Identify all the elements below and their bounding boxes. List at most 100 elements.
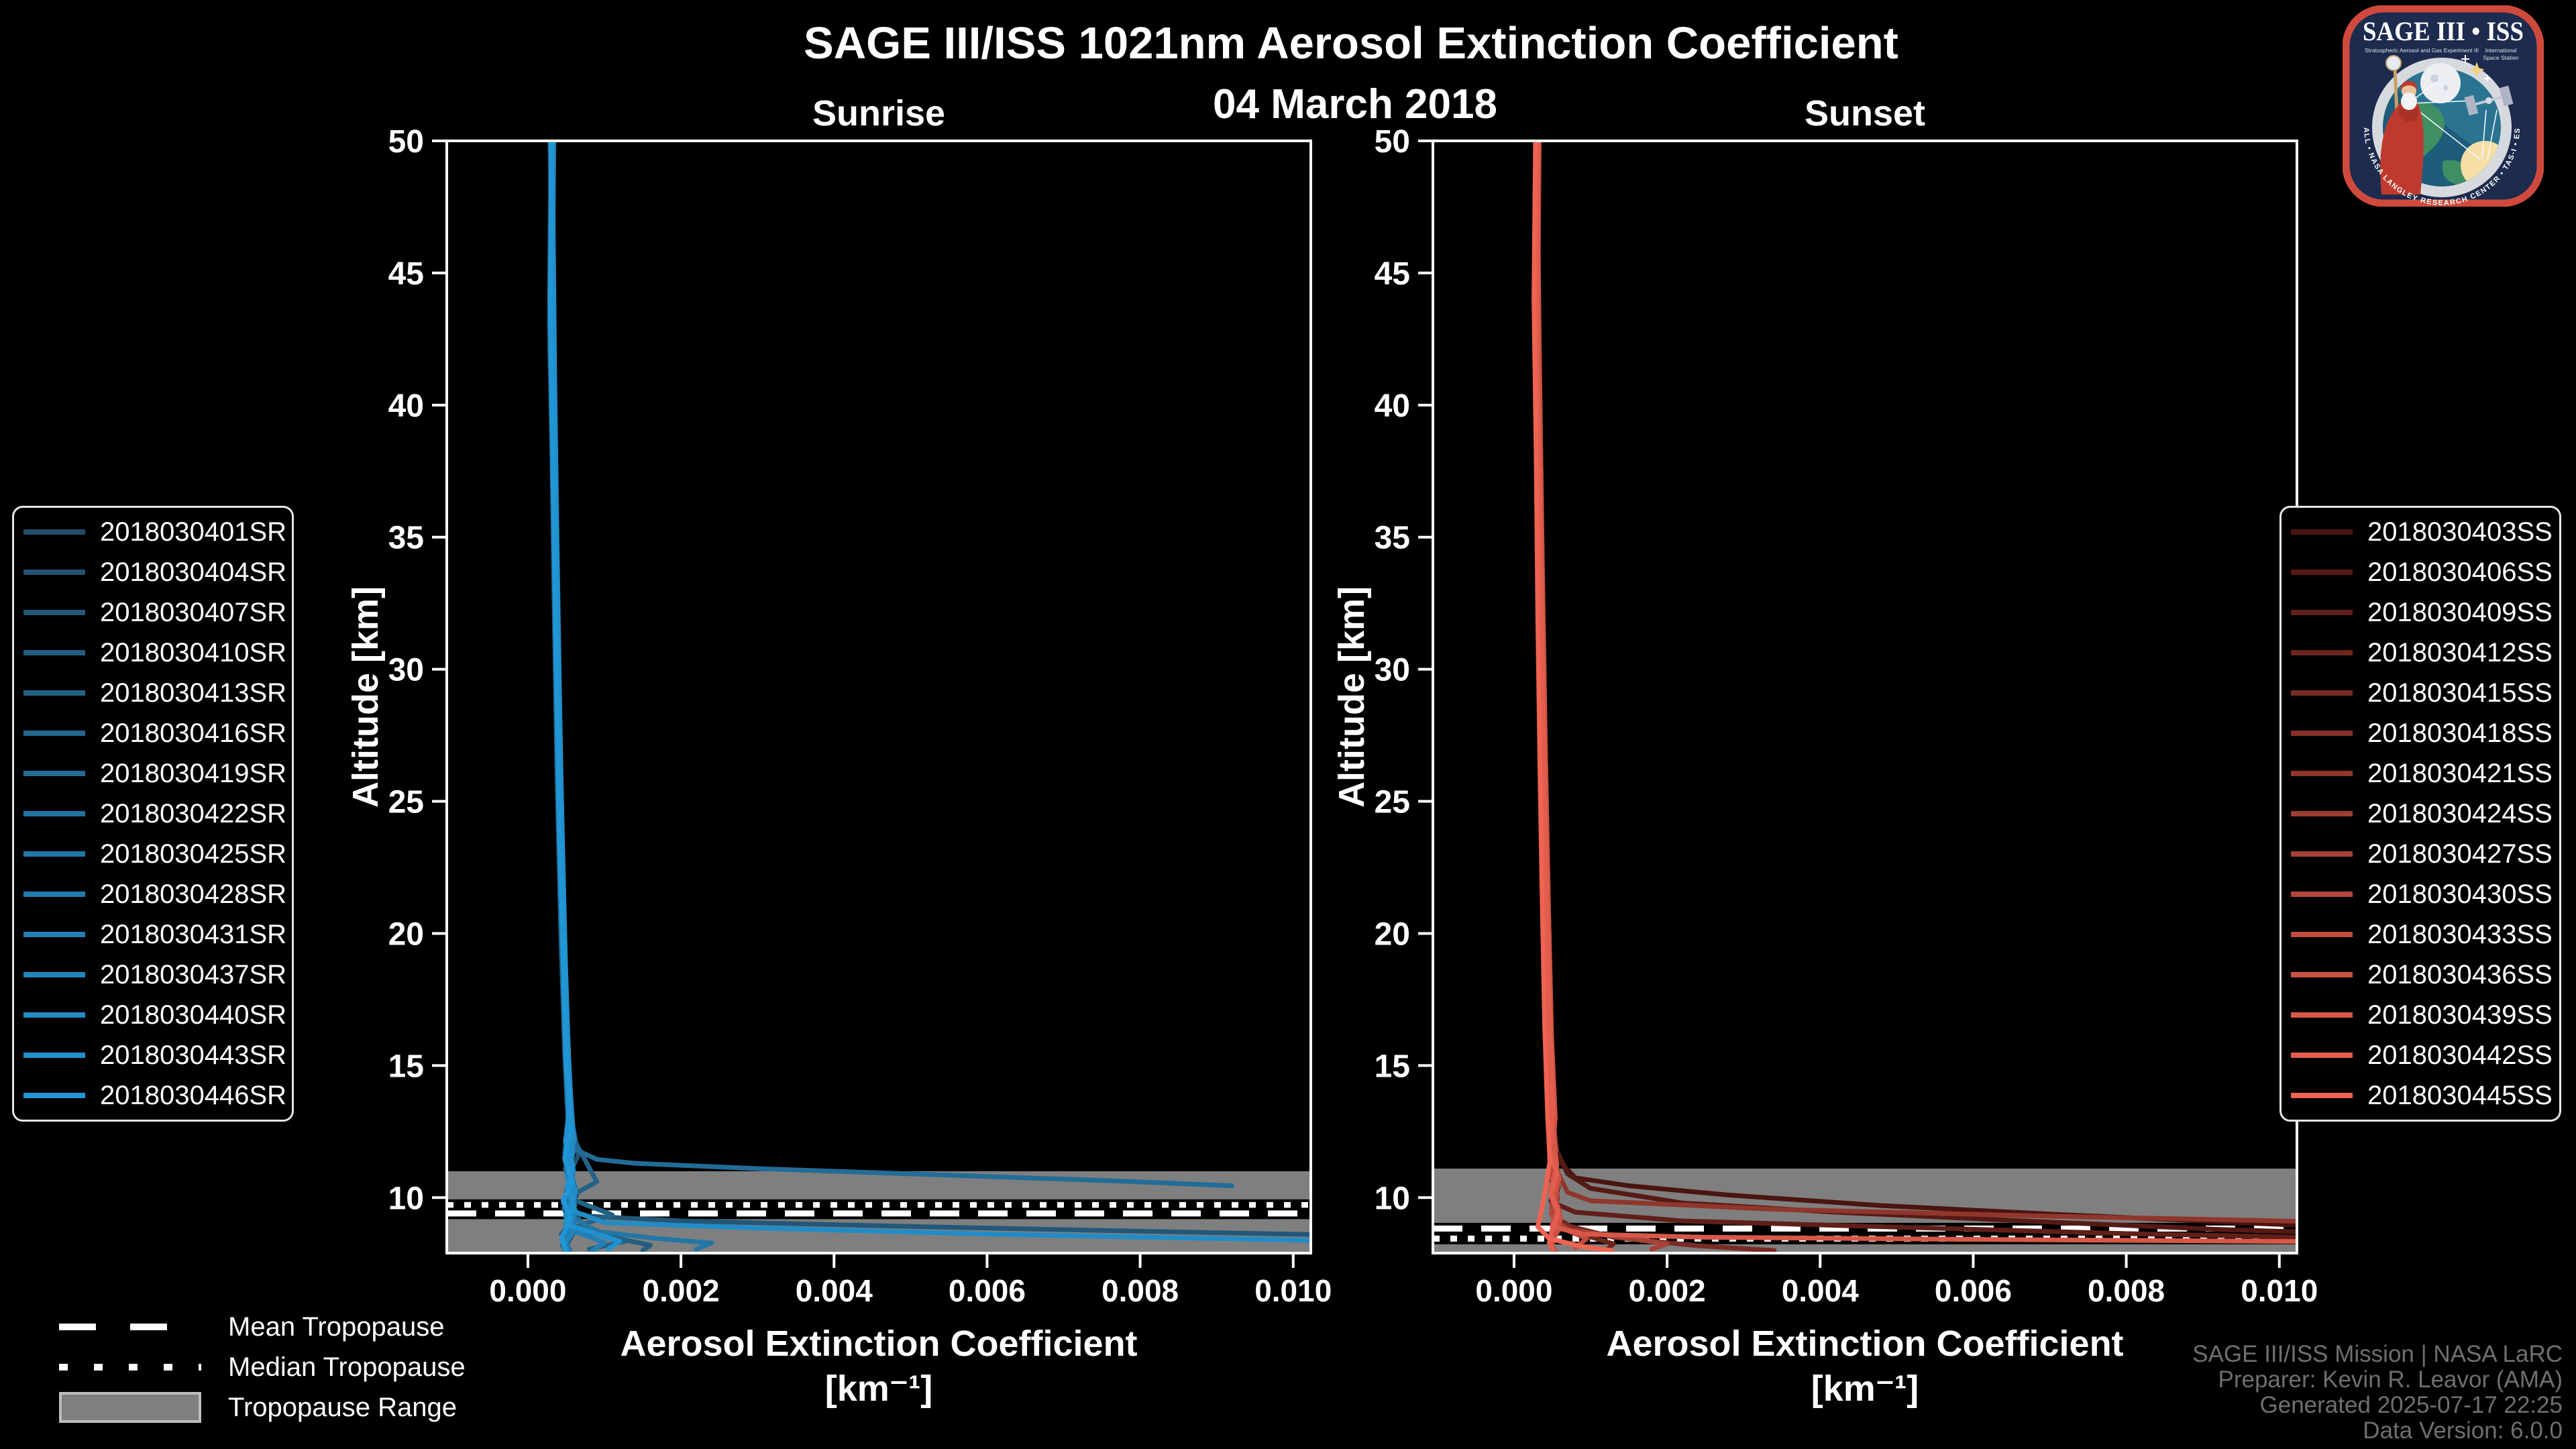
y-tick-label: 15 <box>1375 1049 1410 1084</box>
legend-line-sample <box>23 932 85 937</box>
event-id-label: 2018030431SR <box>100 919 287 949</box>
patch-subtitle: Stratospheric Aerosol and Gas Experiment… <box>2365 47 2479 54</box>
legend-line-sample <box>2291 529 2353 535</box>
event-id-label: 2018030415SS <box>2367 678 2553 708</box>
patch-title: SAGE III • ISS <box>2363 16 2524 46</box>
event-id-label: 2018030436SS <box>2367 959 2553 989</box>
legend-line-sample <box>2291 570 2353 575</box>
event-id-label: 2018030439SS <box>2367 1000 2553 1030</box>
legend-row: 2018030407SR <box>14 593 292 632</box>
event-id-label: 2018030413SR <box>100 678 287 708</box>
patch-iss-line2: Space Station <box>2483 54 2519 61</box>
x-axis-label-sunset: Aerosol Extinction Coefficient <box>1606 1324 2124 1364</box>
legend-line-sample <box>2291 851 2353 857</box>
legend-row: 2018030446SR <box>14 1076 292 1115</box>
x-tick-label: 0.002 <box>1629 1273 1706 1308</box>
legend-row: 2018030440SR <box>14 996 292 1034</box>
legend-line-sample <box>23 851 85 857</box>
legend-row: 2018030445SS <box>2282 1076 2559 1115</box>
x-tick-label: 0.006 <box>1935 1273 2012 1308</box>
y-tick-label: 25 <box>1375 785 1410 820</box>
legend-line-sample <box>2291 892 2353 897</box>
legend-line-sample <box>2291 1012 2353 1018</box>
mission-patch-logo: BALL • NASA LANGLEY RESEARCH CENTER • TA… <box>2339 0 2544 207</box>
legend-line-sample <box>23 1093 85 1098</box>
dotted-line-sample <box>59 1364 201 1371</box>
profile-line <box>1532 141 1615 1253</box>
y-tick-label: 45 <box>388 256 424 292</box>
legend-line-sample <box>23 731 85 736</box>
legend-line-sample <box>23 690 85 696</box>
legend-line-sample <box>2291 1053 2353 1058</box>
wizard-figure <box>2380 55 2424 195</box>
x-tick-label: 0.002 <box>643 1273 720 1308</box>
y-tick-label: 40 <box>1375 388 1410 424</box>
legend-line-sample <box>2291 972 2353 977</box>
y-tick-label: 25 <box>388 785 424 820</box>
event-id-label: 2018030418SS <box>2367 718 2553 748</box>
mean-tropopause-label: Mean Tropopause <box>228 1311 445 1342</box>
x-tick-label: 0.008 <box>1102 1273 1179 1308</box>
moon-crater <box>2430 74 2438 83</box>
x-axis-label-sunrise: Aerosol Extinction Coefficient <box>620 1324 1138 1364</box>
legend-row: 2018030410SR <box>14 633 292 672</box>
legend-line-sample <box>23 892 85 897</box>
x-tick-label: 0.006 <box>949 1273 1026 1308</box>
legend-row: 2018030401SR <box>14 513 292 551</box>
event-id-label: 2018030422SR <box>100 798 287 828</box>
legend-row: 2018030413SR <box>14 674 292 712</box>
y-tick-label: 10 <box>1375 1181 1410 1216</box>
preparer-credit: Preparer: Kevin R. Leavor (AMA) <box>2218 1366 2563 1393</box>
x-tick-label: 0.010 <box>1254 1273 1332 1308</box>
y-tick-label: 35 <box>1375 521 1410 556</box>
legend-row: 2018030427SS <box>2282 835 2559 873</box>
legend-line-sample <box>23 610 85 615</box>
y-tick-label: 10 <box>388 1181 424 1216</box>
event-id-label: 2018030433SS <box>2367 919 2553 949</box>
legend-line-sample <box>2291 690 2353 696</box>
legend-line-sample <box>23 771 85 776</box>
event-id-label: 2018030409SS <box>2367 597 2553 627</box>
event-id-label: 2018030404SR <box>100 557 287 587</box>
legend-row: 2018030425SR <box>14 835 292 873</box>
profile-line <box>1534 141 1561 1253</box>
x-tick-label: 0.000 <box>1475 1273 1552 1308</box>
event-id-label: 2018030410SR <box>100 637 287 667</box>
x-tick-label: 0.000 <box>489 1273 566 1308</box>
legend-line-sample <box>2291 771 2353 776</box>
legend-row: 2018030442SS <box>2282 1036 2559 1075</box>
median-tropopause-label: Median Tropopause <box>228 1352 466 1382</box>
event-id-label: 2018030437SR <box>100 959 287 989</box>
mission-credit: SAGE III/ISS Mission | NASA LaRC <box>2192 1341 2563 1367</box>
legend-row: 2018030421SS <box>2282 754 2559 793</box>
legend-row: 2018030418SS <box>2282 714 2559 753</box>
sage-iss-mission-patch: BALL • NASA LANGLEY RESEARCH CENTER • TA… <box>2339 0 2544 210</box>
profile-line <box>547 141 575 1253</box>
legend-row: 2018030416SR <box>14 714 292 753</box>
sunset-plot-area <box>1433 141 2297 1253</box>
legend-line-sample <box>23 1012 85 1018</box>
y-tick-label: 50 <box>388 124 424 160</box>
sunrise-panel-title: Sunrise <box>812 93 946 133</box>
x-tick-label: 0.010 <box>2241 1273 2318 1308</box>
generated-timestamp: Generated 2025-07-17 22:25 <box>2259 1392 2563 1418</box>
legend-row: 2018030424SS <box>2282 794 2559 833</box>
legend-line-sample <box>23 570 85 575</box>
legend-line-sample <box>2291 932 2353 937</box>
event-id-label: 2018030412SS <box>2367 637 2553 667</box>
legend-row: 2018030409SS <box>2282 593 2559 632</box>
legend-line-sample <box>23 1053 85 1058</box>
x-tick-label: 0.004 <box>796 1273 873 1308</box>
legend-line-sample <box>23 529 85 535</box>
legend-row: 2018030412SS <box>2282 633 2559 672</box>
y-tick-label: 20 <box>388 916 424 952</box>
y-tick-label: 45 <box>1375 256 1410 292</box>
moon-icon <box>2420 63 2461 103</box>
sunrise-event-legend: 2018030401SR 2018030404SR 2018030407SR 2018… <box>12 506 294 1122</box>
dashed-line-sample <box>59 1324 201 1330</box>
legend-line-sample <box>23 650 85 655</box>
attribution-block: SAGE III/ISS Mission | NASA LaRC Prepare… <box>2192 1342 2563 1444</box>
event-id-label: 2018030445SS <box>2367 1080 2553 1110</box>
tropopause-range-label: Tropopause Range <box>228 1392 457 1422</box>
